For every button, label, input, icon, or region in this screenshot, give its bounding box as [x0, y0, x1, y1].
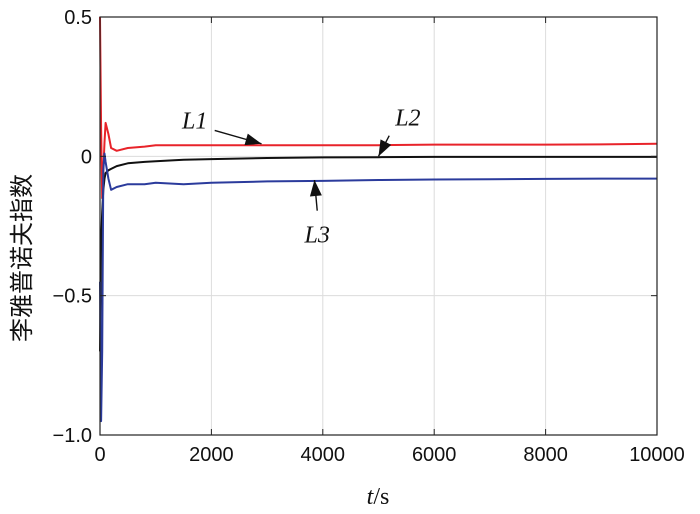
series-line-l3	[99, 152, 657, 423]
x-tick-label: 0	[94, 444, 105, 466]
annotation-arrow-head	[309, 180, 322, 197]
annotation-label-l2: L2	[394, 106, 420, 132]
annotation-arrow-head	[244, 133, 262, 146]
y-tick-label: −1.0	[53, 425, 92, 447]
y-tick-label: 0.5	[64, 7, 92, 29]
x-axis-label-unit: /s	[373, 484, 389, 510]
y-tick-label: 0	[81, 146, 92, 168]
x-axis-label-var: t	[367, 484, 375, 510]
axes	[99, 16, 658, 436]
x-tick-label: 10000	[629, 444, 685, 466]
x-tick-label: 8000	[523, 444, 568, 466]
annotation-arrow-head	[378, 139, 392, 157]
x-tick-label: 2000	[189, 444, 234, 466]
annotation-label-l1: L1	[181, 108, 207, 134]
x-tick-label: 4000	[301, 444, 346, 466]
annotations: L1 L2 L3	[181, 106, 421, 249]
x-axis-label: t/s	[367, 484, 390, 510]
y-tick-label: −0.5	[53, 286, 92, 308]
x-tick-label: 6000	[412, 444, 457, 466]
plot-frame	[99, 16, 658, 436]
annotation-label-l3: L3	[304, 223, 330, 249]
tick-labels: 0 2000 4000 6000 8000 10000 0.5 0 −0.5 −1.0	[53, 7, 685, 466]
y-axis-label: 李雅普诺夫指数	[8, 174, 36, 342]
